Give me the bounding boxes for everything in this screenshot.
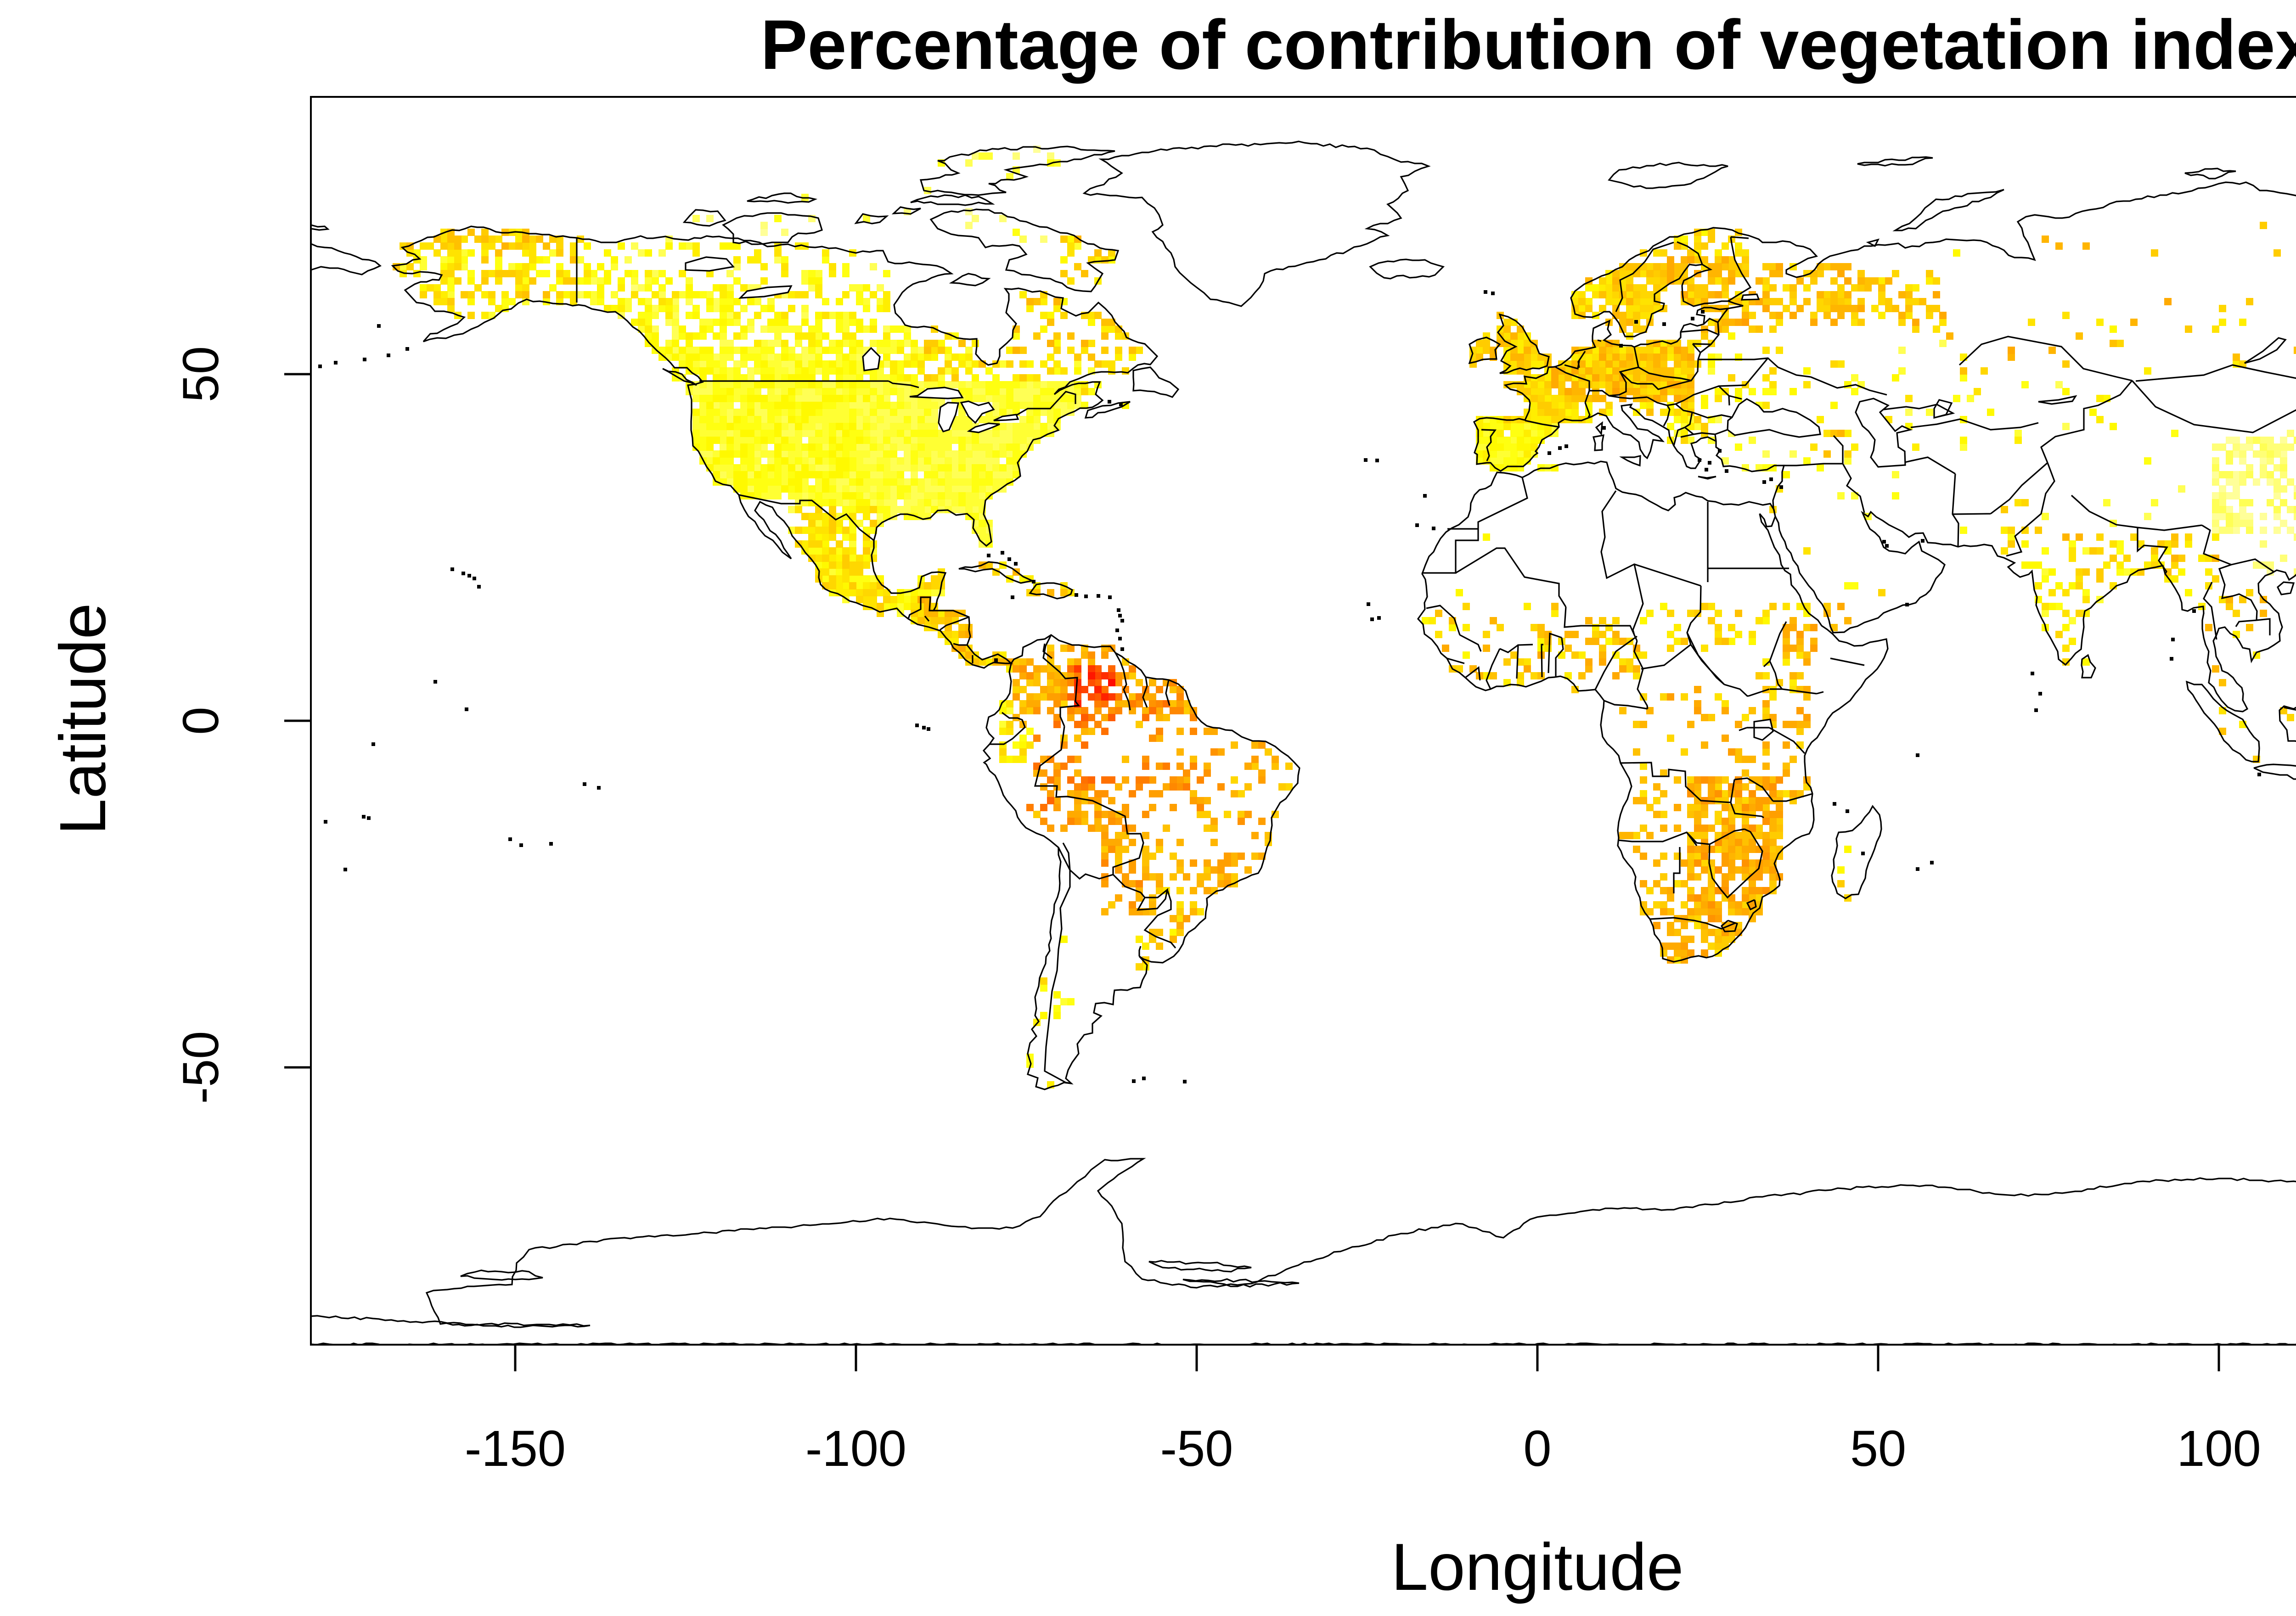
svg-text:Percentage of contribution of: Percentage of contribution of vegetation… [760, 6, 2296, 84]
svg-text:-150: -150 [465, 1420, 566, 1477]
svg-text:0: 0 [1523, 1420, 1551, 1477]
svg-text:100: 100 [2177, 1420, 2261, 1477]
svg-text:0: 0 [173, 707, 229, 735]
svg-text:Latitude: Latitude [46, 603, 119, 835]
svg-text:50: 50 [173, 346, 229, 402]
svg-text:50: 50 [1850, 1420, 1906, 1477]
svg-text:-100: -100 [805, 1420, 906, 1477]
svg-text:Longitude: Longitude [1391, 1530, 1684, 1604]
svg-text:-50: -50 [173, 1031, 229, 1104]
svg-text:-50: -50 [1160, 1420, 1233, 1477]
